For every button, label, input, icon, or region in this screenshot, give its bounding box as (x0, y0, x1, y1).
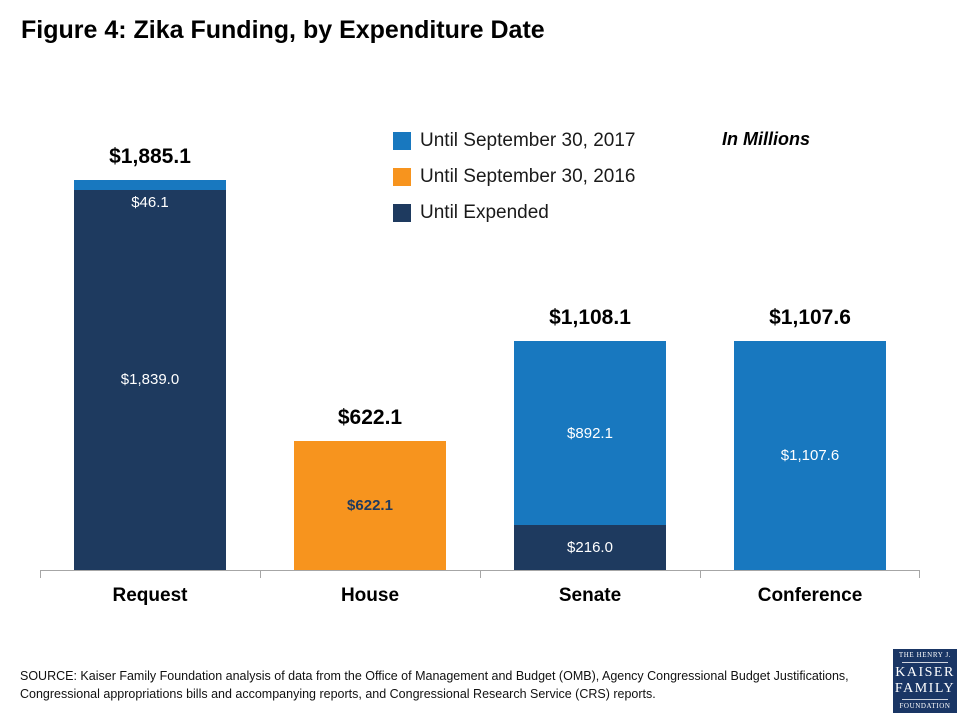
legend: Until September 30, 2017 Until September … (393, 130, 635, 238)
legend-label: Until September 30, 2016 (420, 166, 636, 187)
legend-label: Until Expended (420, 202, 549, 223)
x-axis-labels: Request House Senate Conference (40, 585, 920, 607)
units-note: In Millions (722, 129, 810, 149)
logo-line-4: FOUNDATION (899, 702, 951, 711)
bar-total-label: $1,108.1 (549, 305, 631, 329)
bar-total-label: $1,885.1 (109, 145, 191, 168)
figure-title: Figure 4: Zika Funding, by Expenditure D… (21, 16, 545, 44)
bar-segment-label: $46.1 (131, 193, 169, 211)
bar-total-label: $622.1 (337, 406, 403, 430)
legend-label: Until September 30, 2017 (420, 130, 636, 151)
legend-item: Until September 30, 2017 (393, 130, 635, 152)
legend-swatch (393, 204, 411, 222)
bar-group: $1,885.1 $46.1 $1,839.0 (40, 0, 260, 570)
bar-segment: $892.1 (514, 340, 666, 526)
bar-segment-label: $622.1 (347, 497, 393, 515)
logo-line-2: KAISER (895, 664, 955, 680)
source-note: SOURCE: Kaiser Family Foundation analysi… (20, 669, 849, 702)
legend-swatch (393, 132, 411, 150)
x-axis-category-label: Request (112, 585, 188, 606)
legend-item: Until Expended (393, 202, 635, 224)
bar-group: $1,107.6 $1,107.6 (700, 0, 920, 570)
axis-tick (919, 570, 920, 578)
x-axis-category-label: Senate (558, 585, 622, 606)
bar-segment-label: $1,107.6 (780, 446, 840, 464)
axis-tick (260, 570, 261, 578)
logo-divider (902, 699, 948, 701)
bar-segment: $1,107.6 (734, 340, 886, 570)
axis-tick (480, 570, 481, 578)
bar-segment-label: $892.1 (567, 424, 613, 442)
legend-item: Until September 30, 2016 (393, 166, 635, 188)
bar-segment: $1,839.0 (74, 189, 226, 570)
stacked-bar: $1,107.6 (734, 340, 886, 570)
bar-segment: $216.0 (514, 525, 666, 570)
stacked-bar: $46.1 $1,839.0 (74, 180, 226, 570)
bar-segment: $622.1 (294, 441, 446, 570)
bar-segment-label: $216.0 (567, 539, 613, 557)
logo-divider (902, 661, 948, 663)
bar-segment: $46.1 (74, 180, 226, 211)
bar-segment-label: $1,839.0 (120, 371, 180, 389)
logo-line-1: THE HENRY J. (898, 650, 952, 659)
x-axis-category-label: House (340, 585, 400, 606)
stacked-bar: $622.1 (294, 441, 446, 570)
stacked-bar: $892.1 $216.0 (514, 340, 666, 570)
legend-swatch (393, 168, 411, 186)
logo-line-3: FAMILY (894, 681, 956, 696)
kaiser-family-foundation-logo: THE HENRY J. KAISER FAMILY FOUNDATION (893, 649, 957, 713)
bar-group: $1,108.1 $892.1 $216.0 (480, 0, 700, 570)
x-axis-category-label: Conference (757, 585, 863, 606)
axis-tick (40, 570, 41, 578)
bar-group: $622.1 $622.1 (260, 0, 480, 570)
bar-total-label: $1,107.6 (769, 305, 851, 329)
axis-tick (700, 570, 701, 578)
bar-slots: $1,885.1 $46.1 $1,839.0 $622.1 $622.1 $1,108.… (40, 0, 920, 570)
